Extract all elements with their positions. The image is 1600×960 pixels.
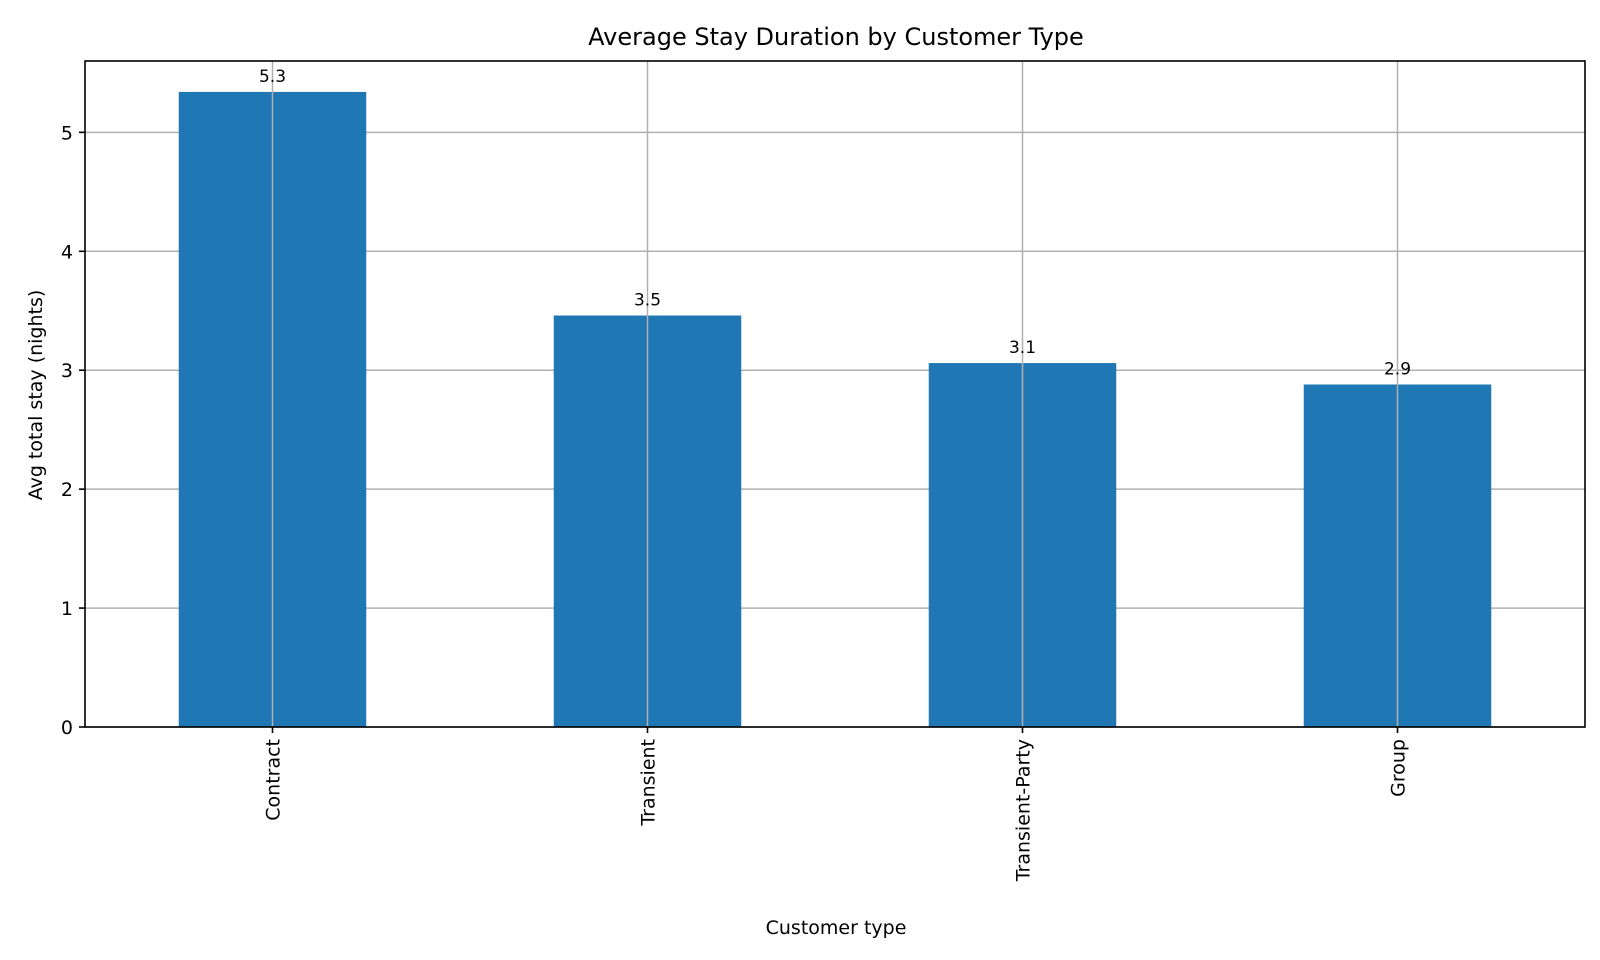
x-tick-label: Contract xyxy=(263,739,285,821)
x-grid xyxy=(271,61,1399,727)
y-tick-label: 0 xyxy=(61,717,73,739)
y-tick-label: 2 xyxy=(61,479,73,501)
y-axis-ticks: 0 1 2 3 4 5 xyxy=(61,122,85,739)
y-tick-label: 4 xyxy=(61,241,73,263)
data-label: 2.9 xyxy=(1384,359,1411,379)
data-label: 3.1 xyxy=(1009,338,1036,358)
x-tick-label: Transient-Party xyxy=(1013,739,1035,882)
plot-frame xyxy=(84,60,1586,728)
y-tick-label: 5 xyxy=(61,122,73,144)
bars xyxy=(178,91,1492,727)
x-axis-ticks: Contract Transient Transient-Party Group xyxy=(263,727,1410,882)
chart-title: Average Stay Duration by Customer Type xyxy=(588,23,1084,51)
data-label: 5.3 xyxy=(259,67,286,87)
x-tick-label: Group xyxy=(1388,739,1410,797)
data-label: 3.5 xyxy=(634,291,661,311)
data-labels: 5.3 3.5 3.1 2.9 xyxy=(259,67,1411,380)
x-tick-label: Transient xyxy=(638,739,660,827)
y-axis-label: Avg total stay (nights) xyxy=(25,290,47,501)
y-tick-label: 3 xyxy=(61,360,73,382)
x-axis-label: Customer type xyxy=(766,917,907,939)
y-tick-label: 1 xyxy=(61,598,73,620)
